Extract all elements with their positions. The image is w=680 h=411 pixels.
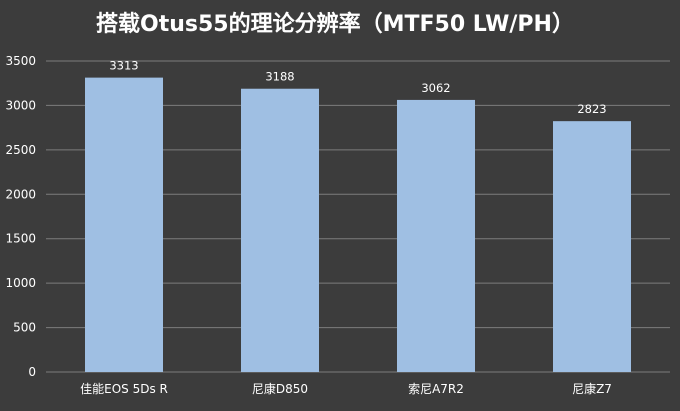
x-category-label: 尼康D850 <box>252 381 308 396</box>
y-tick-label: 2500 <box>5 143 36 157</box>
data-label: 3313 <box>109 59 138 73</box>
bar-3 <box>397 99 475 372</box>
y-tick-label: 0 <box>28 365 36 379</box>
x-category-label: 索尼A7R2 <box>408 382 464 396</box>
y-tick-label: 1500 <box>5 232 36 246</box>
bar-4 <box>553 121 631 373</box>
data-label: 2823 <box>577 102 606 116</box>
bar-1 <box>85 77 163 373</box>
x-category-label: 尼康Z7 <box>572 381 612 396</box>
x-category-label: 佳能EOS 5Ds R <box>80 382 168 396</box>
x-axis-category-labels: 佳能EOS 5Ds R 尼康D850 索尼A7R2 尼康Z7 <box>80 381 612 396</box>
chart-title: 搭载Otus55的理论分辨率（MTF50 LW/PH） <box>96 11 574 37</box>
y-tick-label: 3000 <box>5 98 36 112</box>
y-tick-label: 2000 <box>5 187 36 201</box>
y-tick-label: 3500 <box>5 54 36 68</box>
bar-2 <box>241 88 319 373</box>
y-tick-label: 1000 <box>5 276 36 290</box>
y-axis-tick-labels: 0 500 1000 1500 2000 2500 3000 3500 <box>5 54 36 379</box>
y-tick-label: 500 <box>13 321 36 335</box>
data-label: 3188 <box>265 70 294 84</box>
bars <box>85 77 631 373</box>
data-label: 3062 <box>421 81 450 95</box>
data-labels: 3313 3188 3062 2823 <box>109 59 606 117</box>
